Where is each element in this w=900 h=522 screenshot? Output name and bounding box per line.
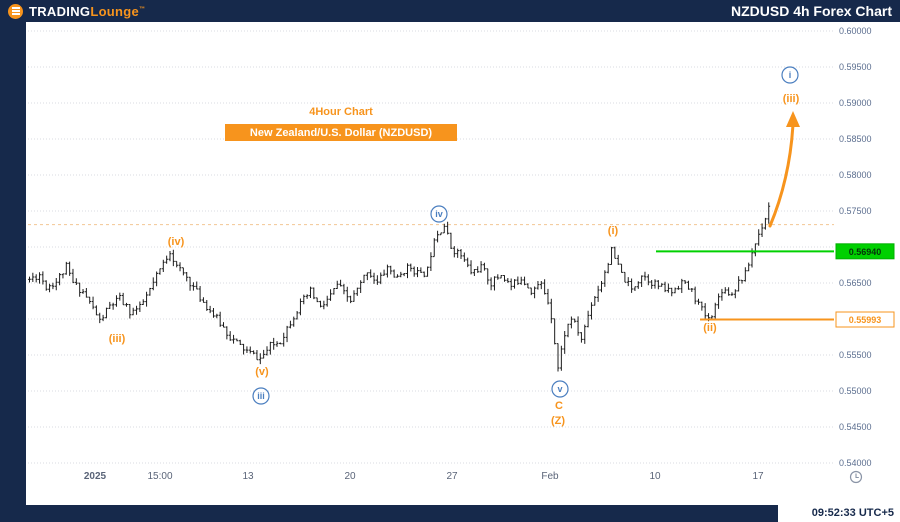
wave-label-iii: (iii) (109, 333, 126, 345)
x-axis-label: 20 (344, 471, 356, 482)
wave-label-i: (i) (608, 225, 619, 237)
x-axis-label: 15:00 (147, 471, 172, 482)
y-axis-label: 0.58000 (839, 170, 872, 180)
x-axis-label: Feb (541, 471, 559, 482)
chart-area: 0.60000 0.59500 0.59000 0.58500 0.58000 0.575… (26, 22, 900, 505)
ohlc-bars (28, 202, 771, 372)
timezone-clock-hands (855, 473, 859, 479)
page-title: NZDUSD 4h Forex Chart (730, 3, 892, 19)
wave-label-iii: (iii) (783, 93, 800, 105)
projection-arrowhead (786, 111, 800, 127)
price-chart: 0.60000 0.59500 0.59000 0.58500 0.58000 0.575… (28, 26, 895, 484)
top-bar: TRADINGLounge™ NZDUSD 4h Forex Chart (0, 0, 900, 22)
chart-timeframe-heading: 4Hour Chart (309, 106, 373, 118)
wave-circle (430, 205, 448, 223)
y-axis-label: 0.60000 (839, 26, 872, 36)
y-axis-label: 0.56500 (839, 278, 872, 288)
tradinglounge-logo-icon[interactable] (8, 3, 23, 19)
wave-label-iii: iii (257, 391, 265, 401)
brand-trademark: ™ (139, 6, 146, 13)
wave-label-v: v (557, 384, 562, 394)
x-axis-label: 10 (649, 471, 661, 482)
wave-circle (781, 66, 799, 84)
brand-lounge: Lounge (90, 3, 140, 19)
price-tag-label: 0.55993 (849, 315, 882, 325)
price-tag (835, 311, 895, 328)
x-axis-label: 17 (752, 471, 764, 482)
y-axis-label: 0.55000 (839, 386, 872, 396)
wave-label-v: (v) (255, 366, 269, 378)
clock-timestamp: 09:52:33 UTC+5 (778, 505, 900, 522)
wave-label-iv: iv (435, 209, 443, 219)
wave-label-iv: (iv) (168, 236, 185, 248)
left-border-bar (0, 22, 26, 505)
y-axis-label: 0.57500 (839, 206, 872, 216)
wave-circle (252, 387, 270, 405)
brand-trading: TRADING (29, 3, 91, 19)
x-axis-label: 13 (242, 471, 254, 482)
wave-circle (551, 380, 569, 398)
wave-label-Z: (Z) (551, 415, 565, 427)
wave-label-ii: (ii) (703, 322, 717, 334)
y-axis-label: 0.55500 (839, 350, 872, 360)
wave-label-i: i (789, 70, 792, 80)
y-axis-label: 0.54000 (839, 458, 872, 468)
brand-wordmark[interactable]: TRADINGLounge™ (29, 4, 145, 19)
price-tag (835, 243, 895, 260)
price-tag-label: 0.56940 (849, 247, 882, 257)
timezone-clock-icon[interactable] (849, 470, 863, 484)
logo-bars-icon (11, 10, 20, 12)
y-axis-label: 0.54500 (839, 422, 872, 432)
y-axis-label: 0.59000 (839, 98, 872, 108)
x-axis-label: 27 (446, 471, 458, 482)
chart-instrument-banner: New Zealand/U.S. Dollar (NZDUSD) (225, 124, 457, 141)
projection-arrow (768, 122, 795, 228)
y-axis-label: 0.58500 (839, 134, 872, 144)
bottom-border-bar (0, 505, 900, 522)
y-axis-label: 0.59500 (839, 62, 872, 72)
x-axis-label: 2025 (84, 471, 107, 482)
wave-label-C: C (555, 400, 563, 412)
